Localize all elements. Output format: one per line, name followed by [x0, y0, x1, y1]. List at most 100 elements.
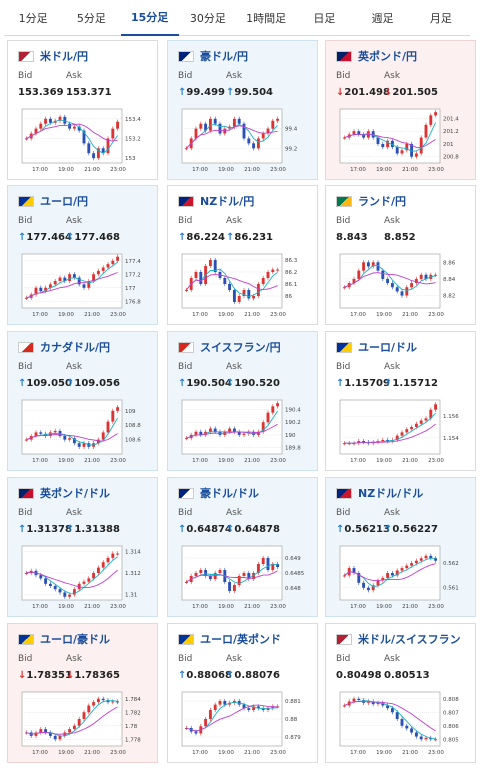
currency-pair[interactable]: スイスフラン/円 [200, 341, 281, 354]
candle [58, 116, 62, 121]
rate-card[interactable]: NZドル/円 Bid Ask ↑86.224 ↑86.231 86.3 86.2 86.1 86… [167, 185, 318, 325]
y-tick-label: 8.82 [443, 294, 455, 300]
tab-0[interactable]: 1分足 [18, 12, 48, 25]
candle [414, 560, 418, 564]
candle [232, 290, 236, 302]
candlestick-chart[interactable]: 8.86 8.84 8.82 17:00 19:00 21:00 23:00 [332, 250, 472, 322]
candlestick-chart[interactable]: 99.4 99.2 17:00 19:00 21:00 23:00 [174, 105, 314, 177]
rate-card[interactable]: 豪ドル/円 Bid Ask ↑99.499 ↑99.504 99.4 99.2 17:00 19… [167, 40, 318, 180]
ask-label: Ask [226, 654, 243, 664]
tab-7[interactable]: 月足 [429, 12, 452, 25]
candle [213, 118, 217, 124]
rate-card[interactable]: NZドル/ドル Bid Ask ↑0.56213 ↑0.56227 0.562 0.561 1… [325, 477, 476, 617]
rate-card[interactable]: 米ドル/スイスフラン Bid Ask 0.80498 0.80513 0.808 0.807… [325, 623, 476, 763]
candlestick-chart[interactable]: 190.4 190.2 190 189.8 17:00 19:00 21:00 23:00 [174, 396, 314, 468]
bid-value: 0.80498 [336, 670, 382, 681]
currency-pair[interactable]: ユーロ/豪ドル [40, 633, 111, 646]
candlestick-chart[interactable]: 0.562 0.561 17:00 19:00 21:00 23:00 [332, 542, 472, 614]
plot-area [21, 108, 123, 164]
rate-card[interactable]: ユーロ/豪ドル Bid Ask ↓1.78351 ↓1.78365 1.784 1.782 1… [7, 623, 158, 763]
y-tick-label: 109 [125, 409, 136, 415]
bid-value: ↑177.464 [18, 232, 72, 243]
plot-area [339, 108, 441, 164]
currency-pair[interactable]: 英ポンド/ドル [40, 487, 111, 500]
card-title: NZドル/ドル [336, 486, 423, 500]
ask-value: ↓201.505 [384, 87, 438, 98]
candle [242, 123, 246, 139]
x-tick-label: 23:00 [428, 750, 444, 756]
candlestick-chart[interactable]: 1.156 1.154 17:00 19:00 21:00 23:00 [332, 396, 472, 468]
candle [208, 428, 212, 432]
tab-2[interactable]: 15分足 [120, 0, 179, 36]
currency-pair[interactable]: NZドル/ドル [358, 487, 424, 500]
currency-pair[interactable]: 米ドル/円 [40, 50, 89, 63]
tab-5[interactable]: 日足 [313, 12, 336, 25]
rate-card[interactable]: ランド/円 Bid Ask 8.843 8.852 8.86 8.84 8.82 17:00 19… [325, 185, 476, 325]
y-tick-label: 0.649 [285, 556, 301, 562]
candle [24, 439, 28, 441]
arrow-up-icon: ↑ [226, 87, 235, 98]
y-tick-label: 177 [125, 286, 136, 292]
rate-card[interactable]: 豪ドル/ドル Bid Ask ↑0.64874 ↑0.64878 0.649 0.6485 0… [167, 477, 318, 617]
candlestick-chart[interactable]: 153.4 153.2 153 17:00 19:00 21:00 23:00 [14, 105, 154, 177]
ask-value: ↑99.504 [226, 87, 273, 98]
candlestick-chart[interactable]: 1.314 1.312 1.31 17:00 19:00 21:00 23:00 [14, 542, 154, 614]
y-tick-label: 108.8 [125, 423, 141, 429]
candlestick-chart[interactable]: 177.4 177.2 177 176.8 17:00 19:00 21:00 23:00 [14, 250, 154, 322]
currency-pair[interactable]: ユーロ/円 [40, 195, 89, 208]
candle [347, 443, 351, 445]
candle [194, 431, 198, 435]
rate-card[interactable]: カナダドル/円 Bid Ask ↑109.050 ↑109.056 109 108.8 108… [7, 331, 158, 471]
candle [266, 272, 270, 278]
currency-pair[interactable]: ランド/円 [358, 195, 407, 208]
currency-pair[interactable]: 豪ドル/円 [200, 50, 249, 63]
candle [395, 147, 399, 154]
bid-value: ↑0.88068 [178, 670, 232, 681]
tab-3[interactable]: 30分足 [189, 12, 226, 25]
bid-number: 0.64874 [186, 524, 232, 535]
rate-card[interactable]: ユーロ/ドル Bid Ask ↑1.15709 ↑1.15712 1.156 1.154 17… [325, 331, 476, 471]
candle [213, 704, 217, 710]
tab-4[interactable]: 1時間足 [246, 12, 287, 25]
x-tick-label: 21:00 [402, 458, 418, 464]
tab-6[interactable]: 週足 [371, 12, 394, 25]
candle [390, 573, 394, 576]
plot-area [181, 399, 283, 455]
candle [395, 287, 399, 292]
candle [48, 732, 52, 736]
candlestick-chart[interactable]: 109 108.8 108.6 17:00 19:00 21:00 23:00 [14, 396, 154, 468]
candle [184, 582, 188, 583]
currency-pair[interactable]: 豪ドル/ドル [200, 487, 260, 500]
tab-1[interactable]: 5分足 [76, 12, 106, 25]
rate-card[interactable]: ユーロ/英ポンド Bid Ask ↑0.88068 ↑0.88076 0.881 0.88 0… [167, 623, 318, 763]
candlestick-chart[interactable]: 0.808 0.807 0.806 0.805 17:00 19:00 21:00 23:00 [332, 688, 472, 760]
currency-pair[interactable]: NZドル/円 [200, 195, 255, 208]
candle [390, 708, 394, 713]
bid-value: ↑1.15709 [336, 378, 390, 389]
currency-pair[interactable]: ユーロ/英ポンド [200, 633, 282, 646]
rate-card[interactable]: 米ドル/円 Bid Ask 153.369 153.371 153.4 153.2 153 17… [7, 40, 158, 180]
x-tick-label: 19:00 [218, 458, 234, 464]
currency-pair[interactable]: ユーロ/ドル [358, 341, 418, 354]
currency-pair[interactable]: 米ドル/スイスフラン [358, 633, 461, 646]
candlestick-chart[interactable]: 201.4 201.2 201 200.8 17:00 19:00 21:00 23:00 [332, 105, 472, 177]
y-tick-label: 177.4 [125, 259, 141, 265]
nz-jp-flag-icon [178, 195, 194, 207]
candle [410, 427, 414, 430]
rate-card[interactable]: 英ポンド/ドル Bid Ask ↑1.31378 ↑1.31388 1.314 1.312 1… [7, 477, 158, 617]
candlestick-chart[interactable]: 1.784 1.782 1.78 1.778 17:00 19:00 21:00 23:00 [14, 688, 154, 760]
candlestick-chart[interactable]: 0.649 0.6485 0.648 17:00 19:00 21:00 23:00 [174, 542, 314, 614]
rate-card[interactable]: 英ポンド/円 Bid Ask ↓201.498 ↓201.505 201.4 201.2 20… [325, 40, 476, 180]
bid-label: Bid [178, 216, 193, 226]
currency-pair[interactable]: カナダドル/円 [40, 341, 111, 354]
candle [376, 137, 380, 144]
rate-card[interactable]: スイスフラン/円 Bid Ask ↑190.504 ↑190.520 190.4 190.2… [167, 331, 318, 471]
candle [111, 553, 115, 558]
candlestick-chart[interactable]: 0.881 0.88 0.879 17:00 19:00 21:00 23:00 [174, 688, 314, 760]
rate-card[interactable]: ユーロ/円 Bid Ask ↑177.464 ↑177.468 177.4 177.2 177… [7, 185, 158, 325]
ask-label: Ask [226, 362, 243, 372]
candlestick-chart[interactable]: 86.3 86.2 86.1 86 17:00 19:00 21:00 23:00 [174, 250, 314, 322]
currency-pair[interactable]: 英ポンド/円 [358, 50, 418, 63]
candle [242, 573, 246, 576]
candle [68, 438, 72, 440]
